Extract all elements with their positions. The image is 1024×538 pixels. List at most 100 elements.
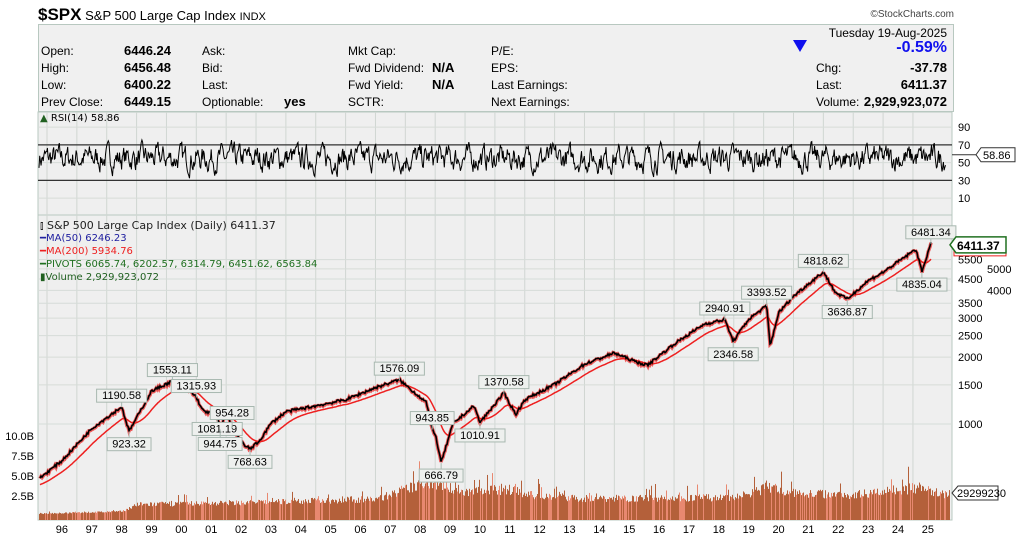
volume-bar xyxy=(698,496,699,520)
x-tick-label: 06 xyxy=(354,524,366,536)
volume-bar xyxy=(95,511,96,520)
field-value: yes xyxy=(284,94,306,109)
volume-bar xyxy=(700,498,701,520)
volume-bar xyxy=(622,496,623,520)
volume-bar xyxy=(426,482,427,520)
volume-bar xyxy=(258,499,259,520)
volume-bar xyxy=(573,497,574,520)
volume-bar xyxy=(311,497,312,520)
volume-bars-icon: ▮ xyxy=(40,272,46,283)
volume-bar xyxy=(61,513,62,520)
volume-bar xyxy=(217,503,218,520)
volume-bar xyxy=(114,511,115,520)
volume-bar xyxy=(661,495,662,520)
volume-bar xyxy=(918,487,919,520)
volume-bar xyxy=(411,482,412,520)
volume-bar xyxy=(488,490,489,520)
volume-bar xyxy=(848,495,849,520)
volume-bar xyxy=(91,512,92,520)
volume-bar xyxy=(413,471,414,520)
volume-bar xyxy=(454,489,455,520)
volume-bar xyxy=(909,483,910,520)
volume-bar xyxy=(913,492,914,520)
rsi-line xyxy=(38,138,946,179)
price-annotation: 768.63 xyxy=(227,449,273,469)
volume-bar xyxy=(168,503,169,520)
volume-bar xyxy=(699,494,700,520)
field-label: Fwd Yield: xyxy=(348,78,404,92)
annotation-text: 923.32 xyxy=(112,439,146,451)
volume-bar xyxy=(63,513,64,520)
volume-bar xyxy=(259,499,260,520)
volume-bar xyxy=(665,499,666,520)
volume-bar xyxy=(119,510,120,520)
volume-bar xyxy=(361,496,362,520)
volume-bar xyxy=(544,499,545,520)
volume-bar xyxy=(645,494,646,520)
volume-bar xyxy=(303,500,304,520)
volume-bar xyxy=(101,511,102,520)
volume-bar xyxy=(589,492,590,520)
price-annotation: 1370.58 xyxy=(478,375,530,394)
volume-bar xyxy=(193,505,194,520)
volume-bar xyxy=(727,495,728,520)
volume-bar xyxy=(554,488,555,520)
price-annotation: 923.32 xyxy=(106,431,152,452)
volume-bar xyxy=(799,490,800,520)
volume-bar xyxy=(315,498,316,520)
volume-bar xyxy=(111,511,112,520)
volume-bar xyxy=(335,499,336,520)
volume-bar xyxy=(537,493,538,520)
volume-bar xyxy=(581,498,582,520)
field-value: N/A xyxy=(432,77,455,92)
volume-bar xyxy=(452,490,453,520)
pivots-legend: ━PIVOTS 6065.74, 6202.57, 6314.79, 6451.… xyxy=(40,259,318,270)
field-label: Chg: xyxy=(816,61,842,75)
volume-bar xyxy=(226,502,227,520)
volume-bar xyxy=(405,485,406,520)
volume-bar xyxy=(921,491,922,520)
volume-bar xyxy=(649,489,650,520)
volume-bar xyxy=(557,497,558,520)
stockcharts-credit[interactable]: ©StockCharts.com xyxy=(870,9,954,20)
volume-bar xyxy=(395,493,396,520)
volume-bar xyxy=(689,500,690,520)
volume-bar xyxy=(650,495,651,520)
volume-bar xyxy=(587,496,588,520)
volume-bar xyxy=(796,494,797,520)
volume-bar xyxy=(80,513,81,520)
field-value: 6400.22 xyxy=(124,77,171,92)
volume-bar xyxy=(929,488,930,520)
volume-bar xyxy=(577,499,578,520)
volume-bar xyxy=(597,499,598,520)
volume-bar xyxy=(551,499,552,520)
volume-bar xyxy=(647,497,648,520)
volume-bar xyxy=(446,480,447,520)
volume-bar xyxy=(367,496,368,520)
volume-bar xyxy=(57,513,58,520)
volume-bar xyxy=(408,490,409,520)
volume-bar xyxy=(282,498,283,520)
volume-bar xyxy=(877,488,878,520)
rsi-tick-label: 10 xyxy=(958,193,970,205)
annotation-text: 1370.58 xyxy=(484,377,524,389)
volume-bar xyxy=(205,501,206,520)
volume-bar xyxy=(721,500,722,520)
volume-bar xyxy=(333,499,334,520)
volume-bar xyxy=(286,504,287,520)
volume-bar xyxy=(532,494,533,520)
volume-bar xyxy=(103,512,104,520)
volume-bar xyxy=(677,498,678,520)
volume-bar xyxy=(752,489,753,520)
volume-bar xyxy=(511,494,512,520)
volume-bar xyxy=(197,503,198,520)
rsi-tick-label: 50 xyxy=(958,158,970,170)
volume-bar xyxy=(708,494,709,520)
annotation-box xyxy=(170,379,222,394)
volume-bar xyxy=(402,488,403,520)
volume-bar xyxy=(930,488,931,520)
volume-bar xyxy=(86,512,87,520)
volume-bar xyxy=(234,505,235,520)
volume-bar xyxy=(890,490,891,520)
volume-bar xyxy=(738,498,739,520)
